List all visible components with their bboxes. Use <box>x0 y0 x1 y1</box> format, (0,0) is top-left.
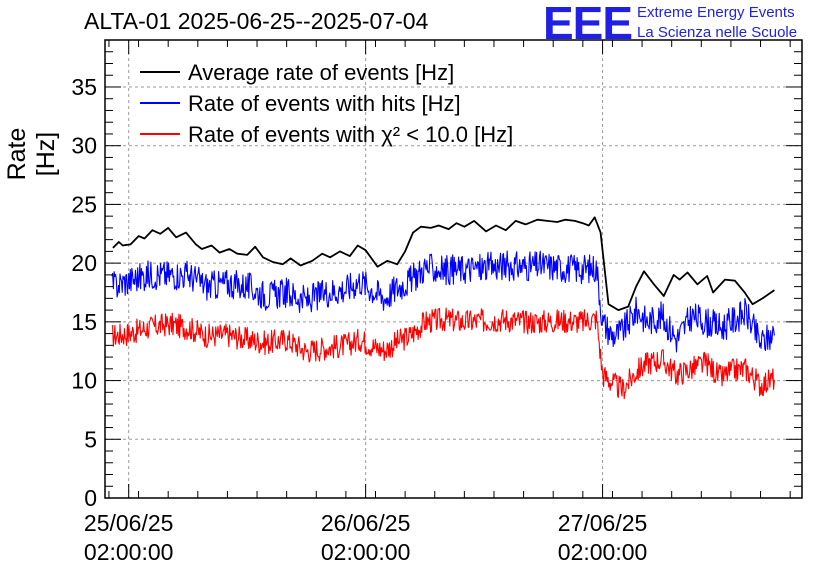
legend-label-chi2: Rate of events with χ² < 10.0 [Hz] <box>188 122 513 147</box>
legend-label-average: Average rate of events [Hz] <box>188 60 454 85</box>
series-line-2 <box>111 307 775 400</box>
series-line-0 <box>112 216 775 311</box>
series-group <box>111 216 775 400</box>
y-tick-label-15: 15 <box>71 309 97 335</box>
x-tick-label-time-0: 02:00:00 <box>84 539 174 565</box>
eee-logo: EEE <box>543 0 633 49</box>
legend: Average rate of events [Hz] Rate of even… <box>140 60 513 147</box>
x-tick-label-time-2: 02:00:00 <box>558 539 648 565</box>
y-tick-label-20: 20 <box>71 250 97 276</box>
logo-subtitle-2: La Scienza nelle Scuole <box>637 24 798 41</box>
legend-label-hits: Rate of events with hits [Hz] <box>188 91 461 116</box>
plot-frame <box>104 39 803 499</box>
x-tick-label-time-1: 02:00:00 <box>321 539 411 565</box>
x-tick-label-date-0: 25/06/25 <box>84 510 174 536</box>
logo-subtitle-1: Extreme Energy Events <box>637 4 795 21</box>
y-tick-label-10: 10 <box>71 368 97 394</box>
y-tick-label-35: 35 <box>71 74 97 100</box>
y-tick-label-0: 0 <box>84 485 97 511</box>
y-tick-label-5: 5 <box>84 426 97 452</box>
y-axis-label: Rate [Hz] <box>3 127 60 181</box>
y-tick-label-30: 30 <box>71 133 97 159</box>
axis-ticks <box>105 39 802 499</box>
x-tick-label-date-1: 26/06/25 <box>321 510 411 536</box>
y-tick-label-25: 25 <box>71 191 97 217</box>
tick-labels: 0 5 10 15 20 25 30 35 25/06/25 02:00:00 26/06/25 02… <box>71 74 647 565</box>
series-line-1 <box>111 250 775 353</box>
chart-title: ALTA-01 2025-06-25--2025-07-04 <box>84 8 429 34</box>
x-tick-label-date-2: 27/06/25 <box>558 510 648 536</box>
